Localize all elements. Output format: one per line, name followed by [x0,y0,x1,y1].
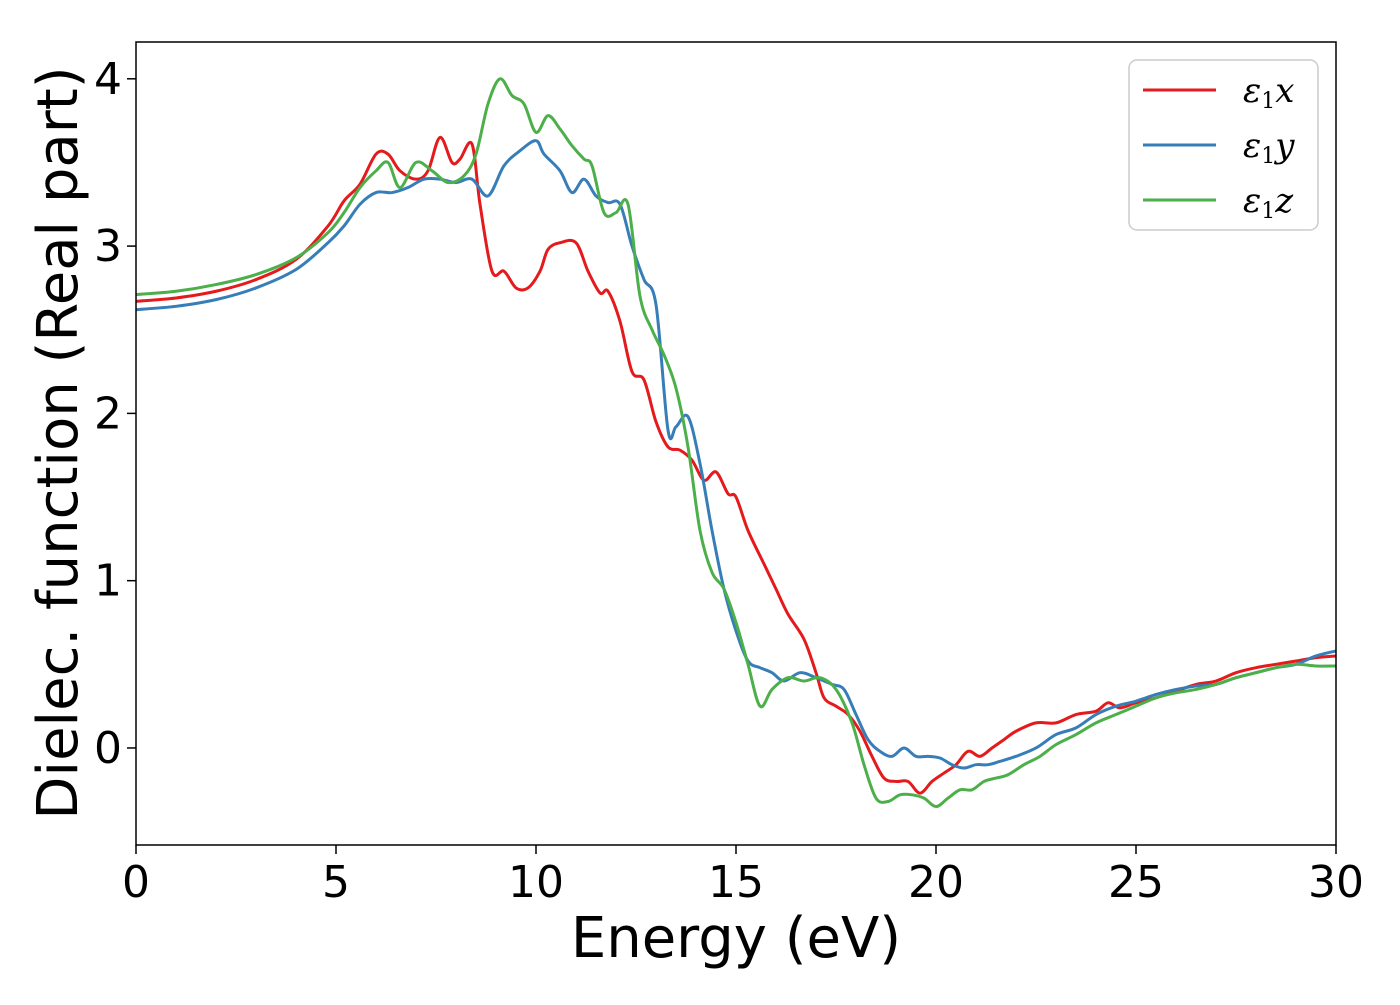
legend-label-y: ε1y [1243,126,1295,169]
x-tick-label: 30 [1308,857,1364,908]
series-line-y [136,139,1336,770]
y-axis: 0 1 2 3 4 [94,54,136,774]
legend-label-x: ε1x [1243,71,1294,114]
y-tick-label: 3 [94,221,122,272]
x-tick-label: 20 [908,857,964,908]
x-tick-label: 5 [322,857,350,908]
y-tick-label: 1 [94,556,122,607]
x-axis-title: Energy (eV) [571,906,901,971]
x-tick-label: 10 [508,857,564,908]
legend: ε1x ε1y ε1z [1128,59,1319,231]
x-tick-label: 15 [708,857,764,908]
x-tick-label: 25 [1108,857,1164,908]
series-line-z [136,77,1336,809]
y-axis-title: Dielec. function (Real part) [26,66,91,819]
y-tick-label: 4 [94,54,122,105]
y-tick-label: 0 [94,723,122,774]
y-tick-label: 2 [94,388,122,439]
legend-label-z: ε1z [1243,181,1294,224]
legend-box [1128,59,1319,231]
series-layer [136,77,1336,809]
x-axis: 0 5 10 15 20 25 30 [122,845,1364,908]
x-tick-label: 0 [122,857,150,908]
series-line-x [136,135,1336,795]
